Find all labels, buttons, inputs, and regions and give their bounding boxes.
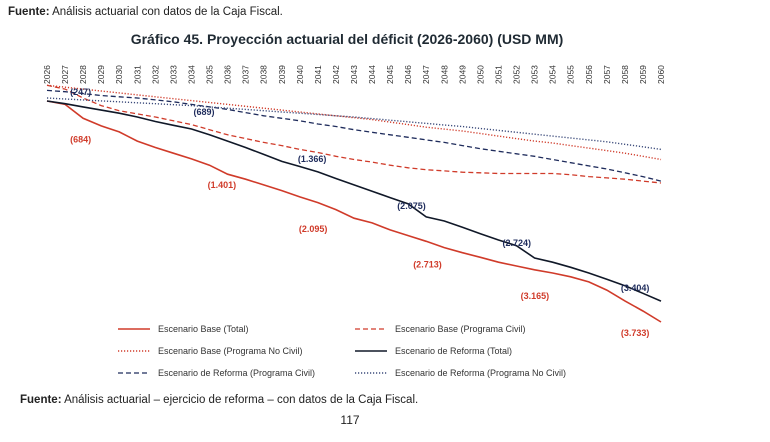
x-tick-label: 2047 [421, 65, 431, 84]
source-label: Fuente: [20, 394, 62, 406]
data-label: (2.724) [503, 238, 532, 248]
x-tick-label: 2059 [638, 65, 648, 84]
data-label: (3.733) [621, 328, 650, 338]
data-label: (2.095) [299, 224, 328, 234]
x-tick-label: 2045 [385, 65, 395, 84]
x-tick-label: 2056 [584, 65, 594, 84]
x-tick-label: 2053 [530, 65, 540, 84]
x-tick-label: 2043 [349, 65, 359, 84]
x-tick-label: 2060 [656, 65, 666, 84]
series-line-2 [46, 84, 662, 184]
x-tick-label: 2026 [42, 65, 52, 84]
x-tick-label: 2054 [548, 65, 558, 84]
data-label: (1.401) [208, 180, 237, 190]
x-tick-label: 2044 [367, 65, 377, 84]
data-label: (689) [194, 107, 215, 117]
x-tick-label: 2050 [475, 65, 485, 84]
source-note-bottom: Fuente: Análisis actuarial – ejercicio d… [20, 394, 418, 406]
x-tick-label: 2034 [186, 65, 196, 84]
legend-label: Escenario de Reforma (Total) [395, 346, 512, 356]
x-tick-label: 2052 [512, 65, 522, 84]
legend-label: Escenario Base (Programa Civil) [395, 324, 526, 334]
series-line-6 [46, 97, 662, 151]
x-tick-label: 2055 [566, 65, 576, 84]
x-tick-label: 2030 [114, 65, 124, 84]
data-label: (2.075) [397, 201, 426, 211]
data-label: (3.404) [621, 283, 650, 293]
data-label: (247) [70, 87, 91, 97]
legend-label: Escenario Base (Total) [158, 324, 249, 334]
x-tick-label: 2027 [60, 65, 70, 84]
series-line-4 [46, 100, 662, 302]
source-text: Análisis actuarial con datos de la Caja … [52, 6, 283, 18]
x-axis-ticks: 2026 2027 2028 2029 2030 2031 2032 2033 2034 2035… [42, 65, 666, 84]
x-tick-label: 2031 [132, 65, 142, 84]
x-tick-label: 2037 [241, 65, 251, 84]
source-text: Análisis actuarial – ejercicio de reform… [64, 394, 419, 406]
legend: Escenario Base (Total) Escenario Base (Pr… [118, 324, 566, 378]
x-tick-label: 2035 [205, 65, 215, 84]
x-tick-label: 2036 [223, 65, 233, 84]
x-tick-label: 2048 [439, 65, 449, 84]
data-label: (2.713) [413, 259, 442, 269]
series-lines [46, 84, 662, 323]
x-tick-label: 2033 [168, 65, 178, 84]
x-tick-label: 2051 [493, 65, 503, 84]
x-tick-label: 2039 [277, 65, 287, 84]
source-note-top: Fuente: Análisis actuarial con datos de … [8, 6, 283, 18]
legend-label: Escenario de Reforma (Programa Civil) [158, 368, 315, 378]
x-tick-label: 2041 [313, 65, 323, 84]
series-line-5 [46, 89, 662, 182]
x-tick-label: 2032 [150, 65, 160, 84]
source-label: Fuente: [8, 6, 50, 18]
page-number: 117 [340, 413, 360, 427]
x-tick-label: 2038 [259, 65, 269, 84]
data-label: (3.165) [521, 291, 550, 301]
x-tick-label: 2040 [295, 65, 305, 84]
chart-title: Gráfico 45. Proyección actuarial del déf… [131, 31, 564, 47]
series-line-1 [46, 100, 662, 323]
legend-label: Escenario de Reforma (Programa No Civil) [395, 368, 566, 378]
data-labels: (247) (684) (689) (1.401) (1.366) (2.095) (2.0… [70, 87, 649, 338]
data-label: (1.366) [298, 154, 327, 164]
data-label: (684) [70, 135, 91, 145]
x-tick-label: 2049 [457, 65, 467, 84]
x-tick-label: 2028 [78, 65, 88, 84]
x-tick-label: 2046 [403, 65, 413, 84]
x-tick-label: 2029 [96, 65, 106, 84]
x-tick-label: 2042 [331, 65, 341, 84]
legend-label: Escenario Base (Programa No Civil) [158, 346, 303, 356]
x-tick-label: 2057 [602, 65, 612, 84]
series-line-3 [46, 84, 662, 161]
x-tick-label: 2058 [620, 65, 630, 84]
